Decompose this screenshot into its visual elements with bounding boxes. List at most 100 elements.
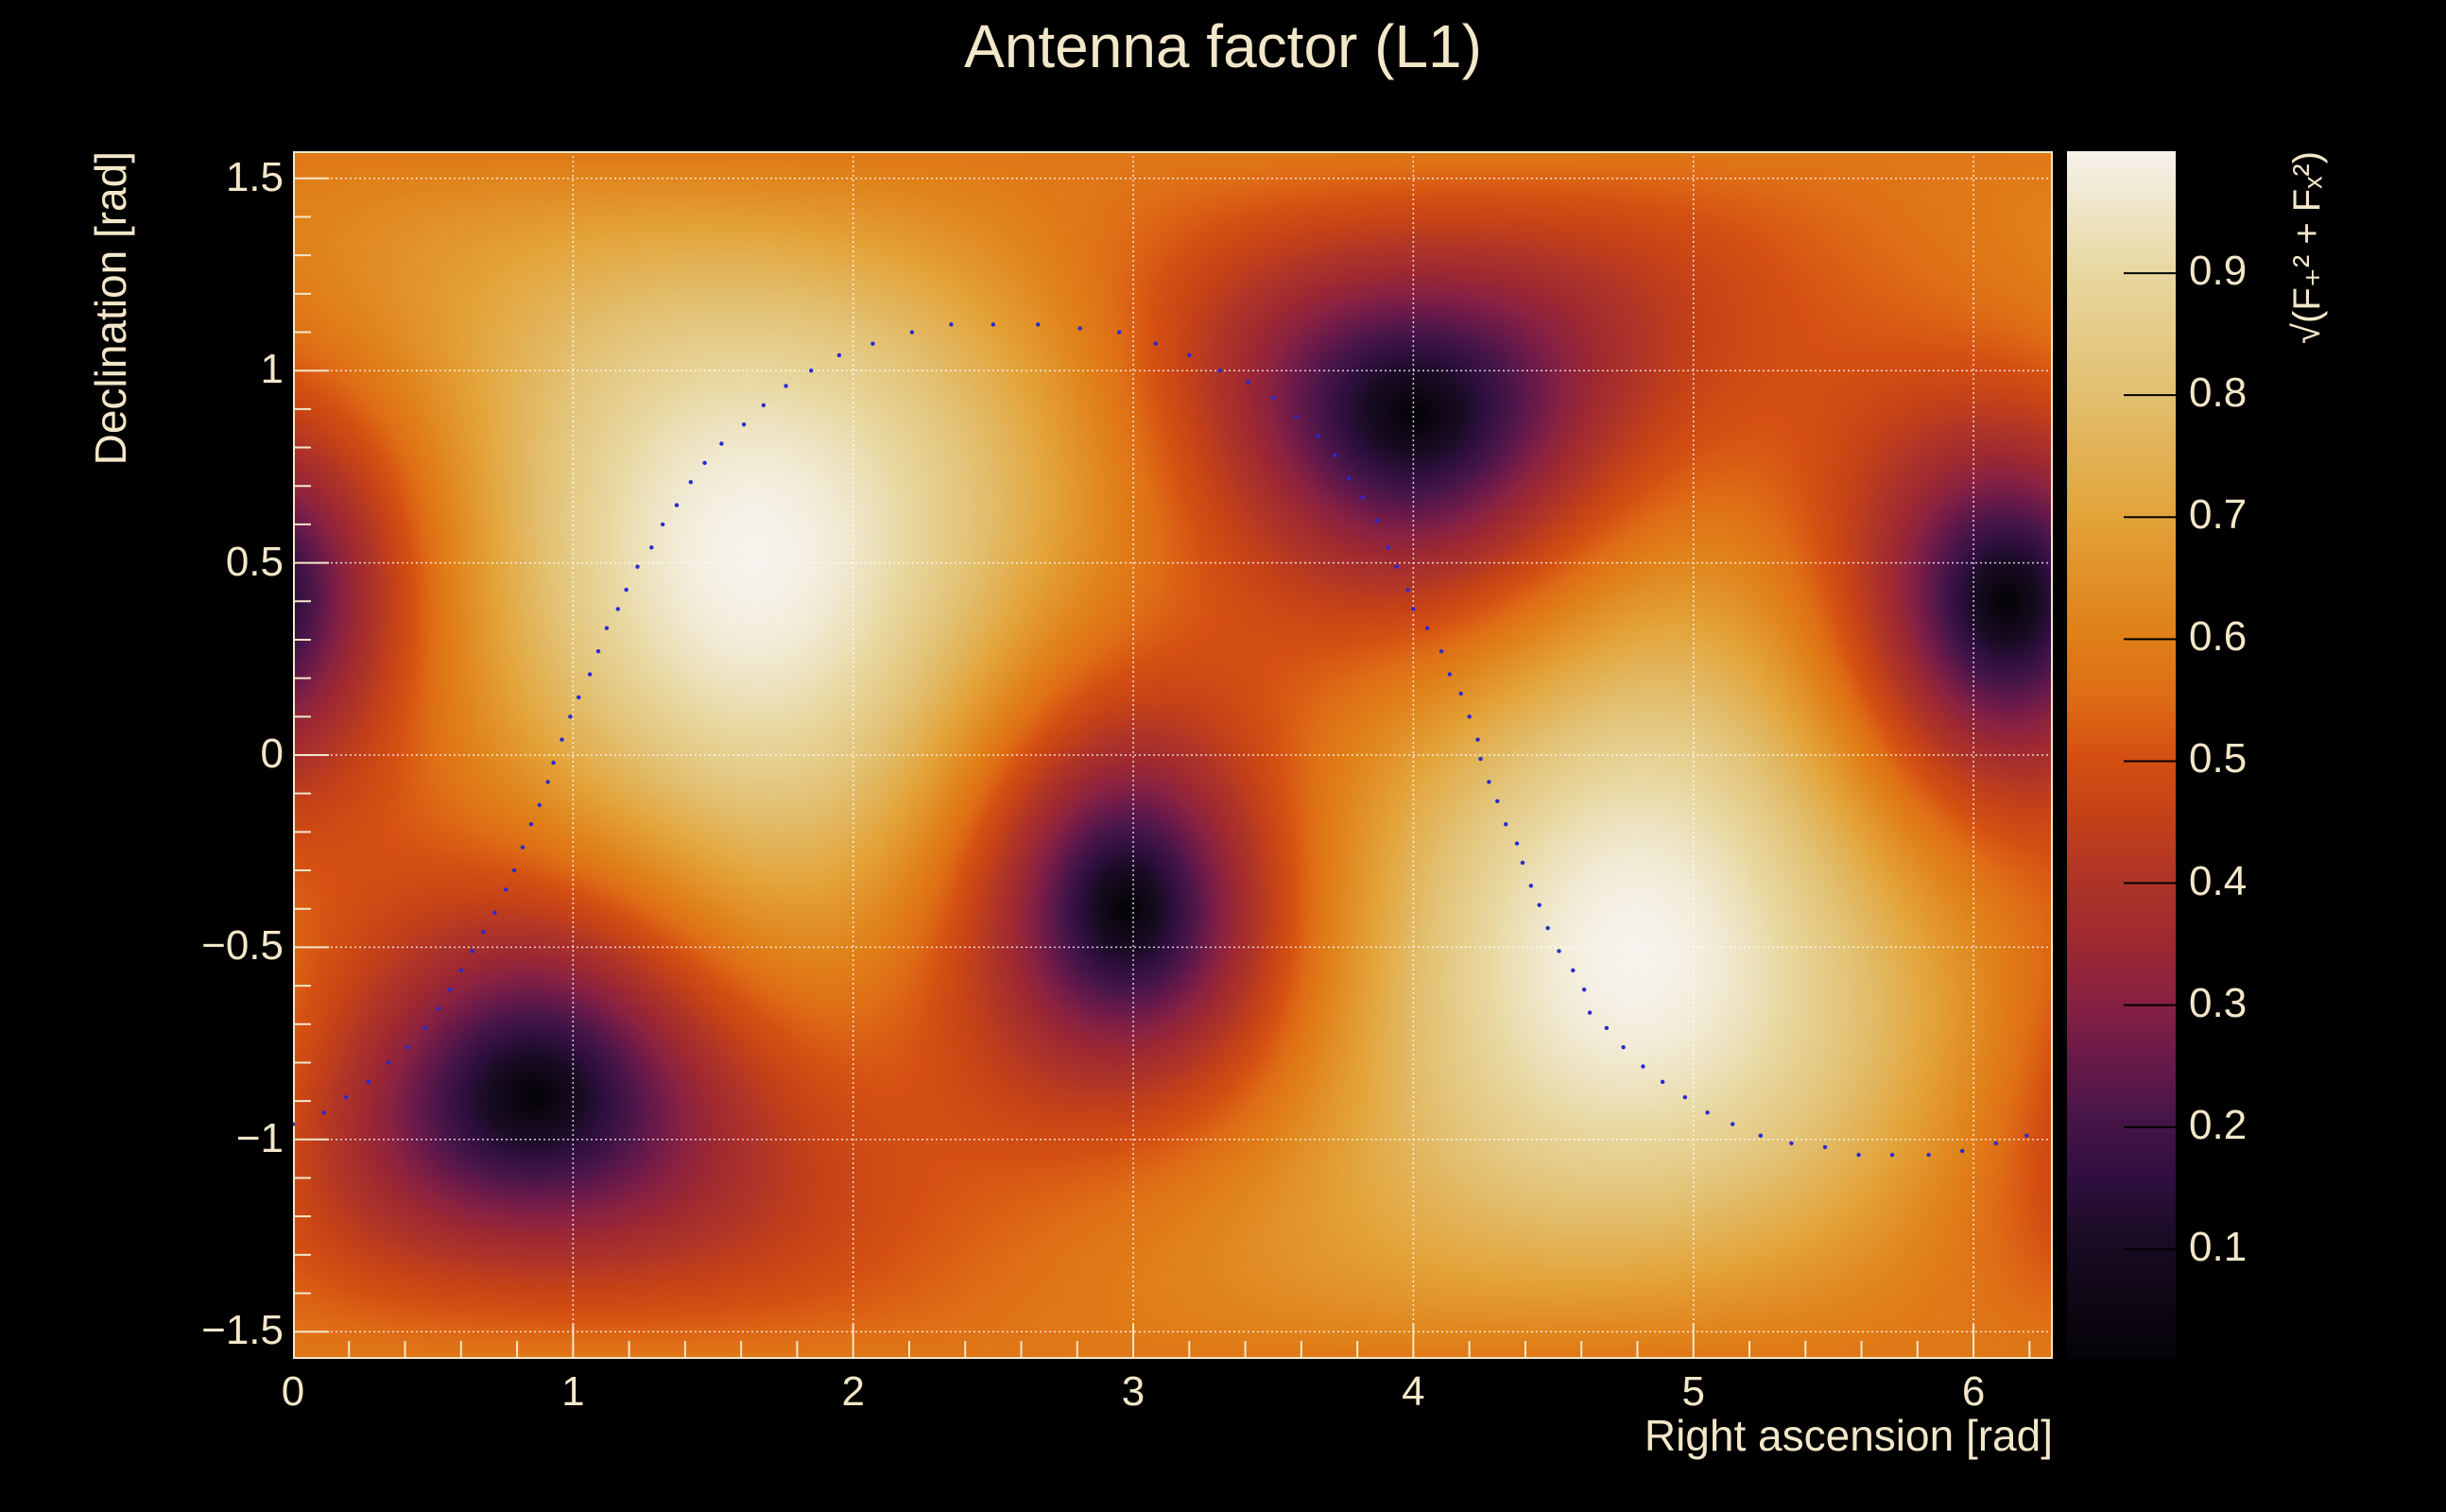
track-point: [836, 352, 842, 358]
track-point: [624, 587, 629, 593]
track-point: [1789, 1141, 1794, 1146]
track-point: [1246, 380, 1250, 385]
y-tick-label: −1: [235, 1114, 284, 1161]
colorbar-tick-label: 0.3: [2189, 979, 2248, 1026]
track-point: [1758, 1133, 1764, 1138]
colorbar-tick-label: 0.1: [2189, 1223, 2248, 1270]
track-point: [504, 887, 508, 892]
x-axis-label: Right ascension [rad]: [1644, 1411, 2053, 1460]
track-point: [1316, 434, 1320, 438]
z-axis-label: √(F₊² + Fₓ²): [2286, 151, 2328, 344]
x-tick-label: 3: [1121, 1368, 1145, 1415]
track-point: [568, 714, 573, 719]
track-point: [1187, 352, 1192, 358]
track-point: [1705, 1110, 1710, 1115]
colorbar-tick-label: 0.7: [2189, 491, 2248, 539]
track-point: [1581, 987, 1587, 992]
track-point: [949, 322, 954, 327]
track-point: [688, 479, 694, 485]
track-point: [1458, 691, 1463, 696]
track-point: [1545, 925, 1550, 931]
y-axis-label: Declination [rad]: [86, 151, 135, 466]
track-point: [458, 968, 464, 973]
chart-title: Antenna factor (L1): [964, 12, 1482, 80]
track-point: [1386, 545, 1390, 550]
track-point: [1077, 326, 1082, 331]
y-tick-label: 0.5: [225, 538, 284, 585]
track-point: [1537, 902, 1542, 907]
track-point: [422, 1025, 427, 1031]
track-point: [1374, 518, 1380, 524]
track-point: [1660, 1079, 1665, 1084]
track-point: [784, 384, 788, 388]
x-tick-label: 1: [561, 1368, 585, 1415]
track-point: [1153, 341, 1158, 346]
track-point: [1271, 395, 1276, 400]
track-point: [366, 1079, 371, 1084]
colorbar-tick-label: 0.6: [2189, 613, 2248, 661]
track-point: [293, 1122, 296, 1126]
track-point: [1682, 1094, 1688, 1100]
track-point: [660, 522, 665, 527]
track-point: [520, 845, 525, 850]
track-point: [990, 322, 996, 327]
track-point: [1889, 1152, 1895, 1158]
y-tick-label: 1.5: [225, 153, 284, 200]
track-point: [447, 987, 453, 992]
track-point: [595, 648, 601, 654]
y-tick-label: −0.5: [201, 922, 284, 970]
track-point: [1425, 626, 1430, 630]
track-point: [1333, 453, 1337, 457]
colorbar-ticks: [2124, 272, 2176, 1250]
track-point: [511, 868, 517, 873]
track-point: [909, 330, 915, 335]
track-point: [1036, 322, 1041, 327]
track-point: [1604, 1025, 1610, 1031]
track-point: [321, 1110, 326, 1115]
y-tick-label: 1: [260, 346, 284, 393]
track-point: [741, 421, 747, 427]
track-point: [405, 1044, 410, 1050]
track-point: [635, 564, 640, 569]
track-point: [1117, 330, 1122, 335]
track-point: [1217, 369, 1223, 373]
track-point: [1926, 1152, 1931, 1158]
colorbar-tick-label: 0.8: [2189, 369, 2248, 417]
track-point: [386, 1060, 390, 1065]
track-point: [702, 460, 707, 466]
track-point: [1293, 414, 1299, 420]
track-point: [761, 403, 767, 408]
track-point: [1520, 860, 1525, 866]
track-point: [1731, 1122, 1735, 1126]
color-scale: [2067, 151, 2176, 1359]
track-point: [719, 441, 724, 446]
track-point: [537, 802, 542, 808]
track-point: [560, 737, 564, 742]
x-tick-label: 6: [1961, 1368, 1986, 1415]
track-point: [649, 545, 654, 550]
colorbar-tick-label: 0.9: [2189, 248, 2248, 295]
track-point: [615, 607, 620, 611]
track-point: [870, 341, 875, 346]
y-tick-label: 0: [260, 730, 284, 777]
track-point: [1394, 564, 1399, 569]
plot-overlay: [293, 151, 2053, 1359]
track-point: [1411, 607, 1416, 611]
track-point: [1475, 737, 1480, 742]
colorbar-tick-label: 0.4: [2189, 857, 2248, 904]
track-point: [470, 949, 474, 954]
track-point: [1447, 672, 1453, 677]
x-tick-label: 5: [1681, 1368, 1705, 1415]
track-point: [587, 672, 593, 677]
track-point: [481, 929, 486, 935]
track-point: [1405, 587, 1410, 593]
track-point: [1856, 1152, 1861, 1158]
track-point: [1960, 1148, 1965, 1154]
track-point: [344, 1094, 349, 1100]
track-point: [1641, 1064, 1645, 1069]
track-point: [1487, 780, 1491, 784]
track-point: [1495, 799, 1500, 804]
track-point: [809, 369, 814, 373]
track-point: [1360, 495, 1366, 500]
x-tick-label: 4: [1402, 1368, 1425, 1415]
